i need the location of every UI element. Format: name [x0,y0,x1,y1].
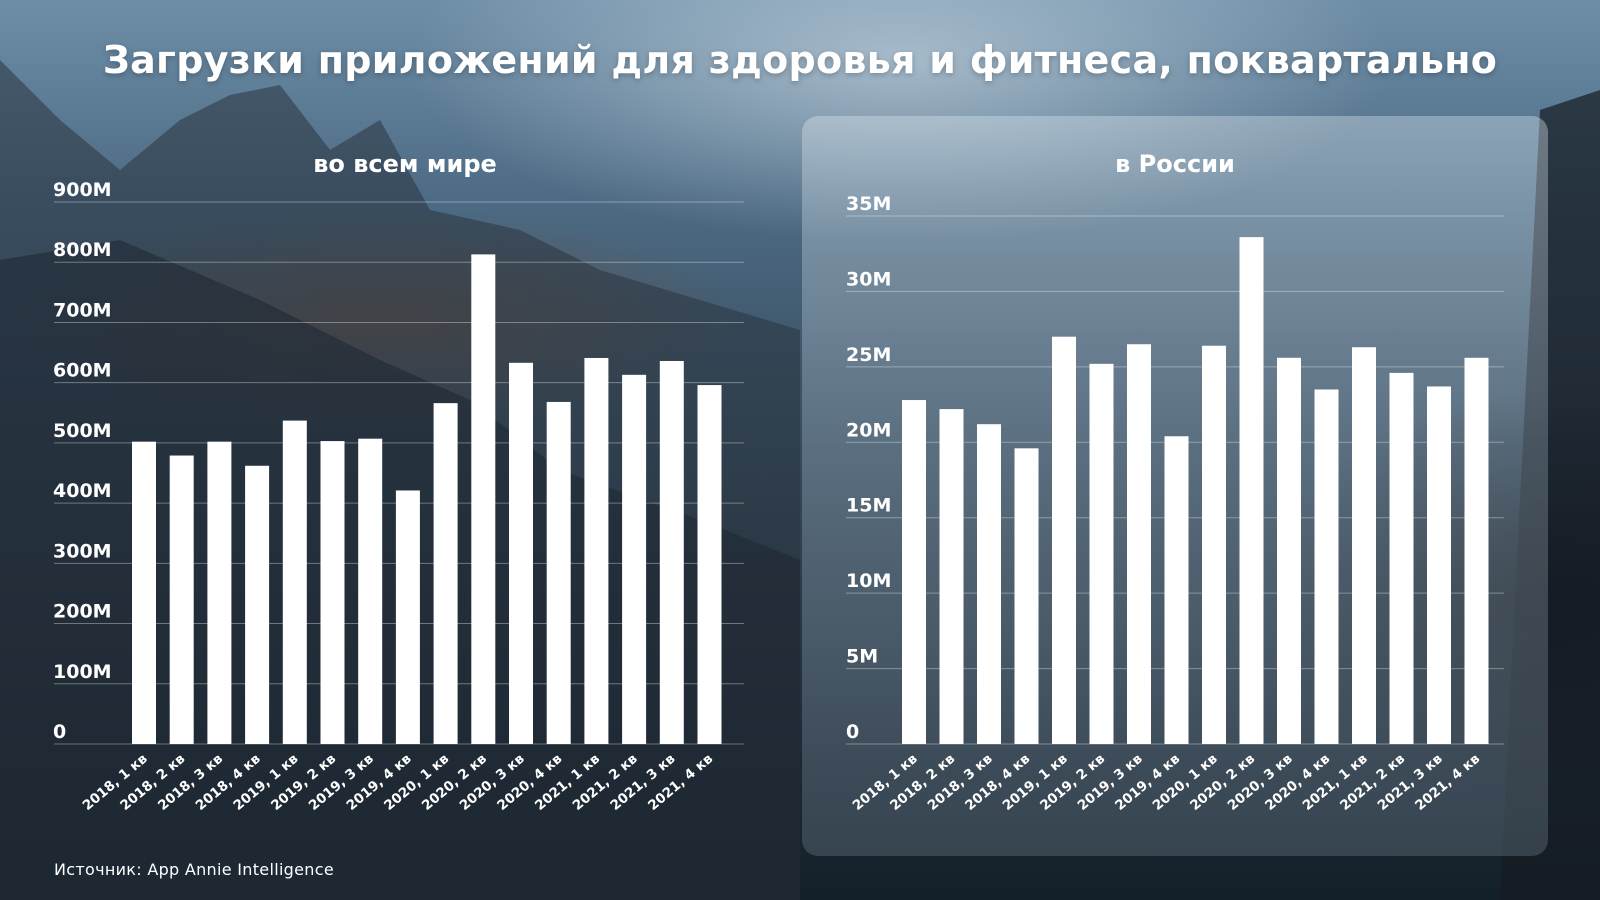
world-bar [282,420,307,744]
russia-bar [902,400,926,744]
world-bar [546,401,571,744]
russia-chart-title: в России [1115,150,1235,178]
world-y-tick-label: 500M [53,420,112,442]
russia-y-tick-label: 20M [846,419,891,441]
russia-y-tick-label: 25M [846,344,891,366]
russia-bar [1239,237,1264,744]
world-y-tick-label: 400M [53,480,112,502]
world-y-tick-label: 600M [53,360,112,382]
world-bar [358,438,383,744]
russia-bar [1464,357,1489,744]
world-bar [207,441,232,744]
russia-y-tick-label: 10M [846,570,891,592]
world-y-tick-label: 800M [53,239,112,261]
world-bar [697,385,722,744]
world-bar [509,362,533,744]
source-note: Источник: App Annie Intelligence [54,860,334,879]
world-y-tick-label: 200M [53,601,112,623]
russia-bar [1014,448,1039,744]
russia-bar [939,409,964,744]
russia-bar [1202,345,1226,744]
world-y-tick-label: 100M [53,661,112,683]
page-title: Загрузки приложений для здоровья и фитне… [102,38,1498,82]
world-y-tick-label: 0 [53,721,66,743]
world-bar [433,403,458,744]
world-y-tick-label: 300M [53,540,112,562]
world-bar [245,465,270,744]
russia-bar [977,424,1001,744]
russia-bar [1277,357,1301,744]
world-y-tick-label: 900M [53,179,112,201]
world-bar [395,490,420,744]
world-chart-title: во всем мире [313,150,497,178]
world-bar [169,455,194,744]
russia-bar [1389,372,1414,744]
world-bar [622,374,647,744]
russia-bar [1164,436,1189,744]
russia-bar [1427,386,1451,744]
russia-y-tick-label: 30M [846,268,891,290]
russia-y-tick-label: 0 [846,721,859,743]
russia-bar [1352,347,1376,744]
world-bar [659,360,684,744]
russia-y-tick-label: 35M [846,193,891,215]
russia-bar [1052,336,1076,744]
world-y-tick-label: 700M [53,299,112,321]
russia-bar [1314,389,1339,744]
russia-bar [1089,363,1114,744]
russia-y-tick-label: 15M [846,495,891,517]
russia-bar [1127,344,1151,744]
world-bar [132,441,156,744]
world-bar [320,441,345,744]
russia-y-tick-label: 5M [846,646,878,668]
world-bar [584,357,609,744]
world-bar [471,254,496,745]
